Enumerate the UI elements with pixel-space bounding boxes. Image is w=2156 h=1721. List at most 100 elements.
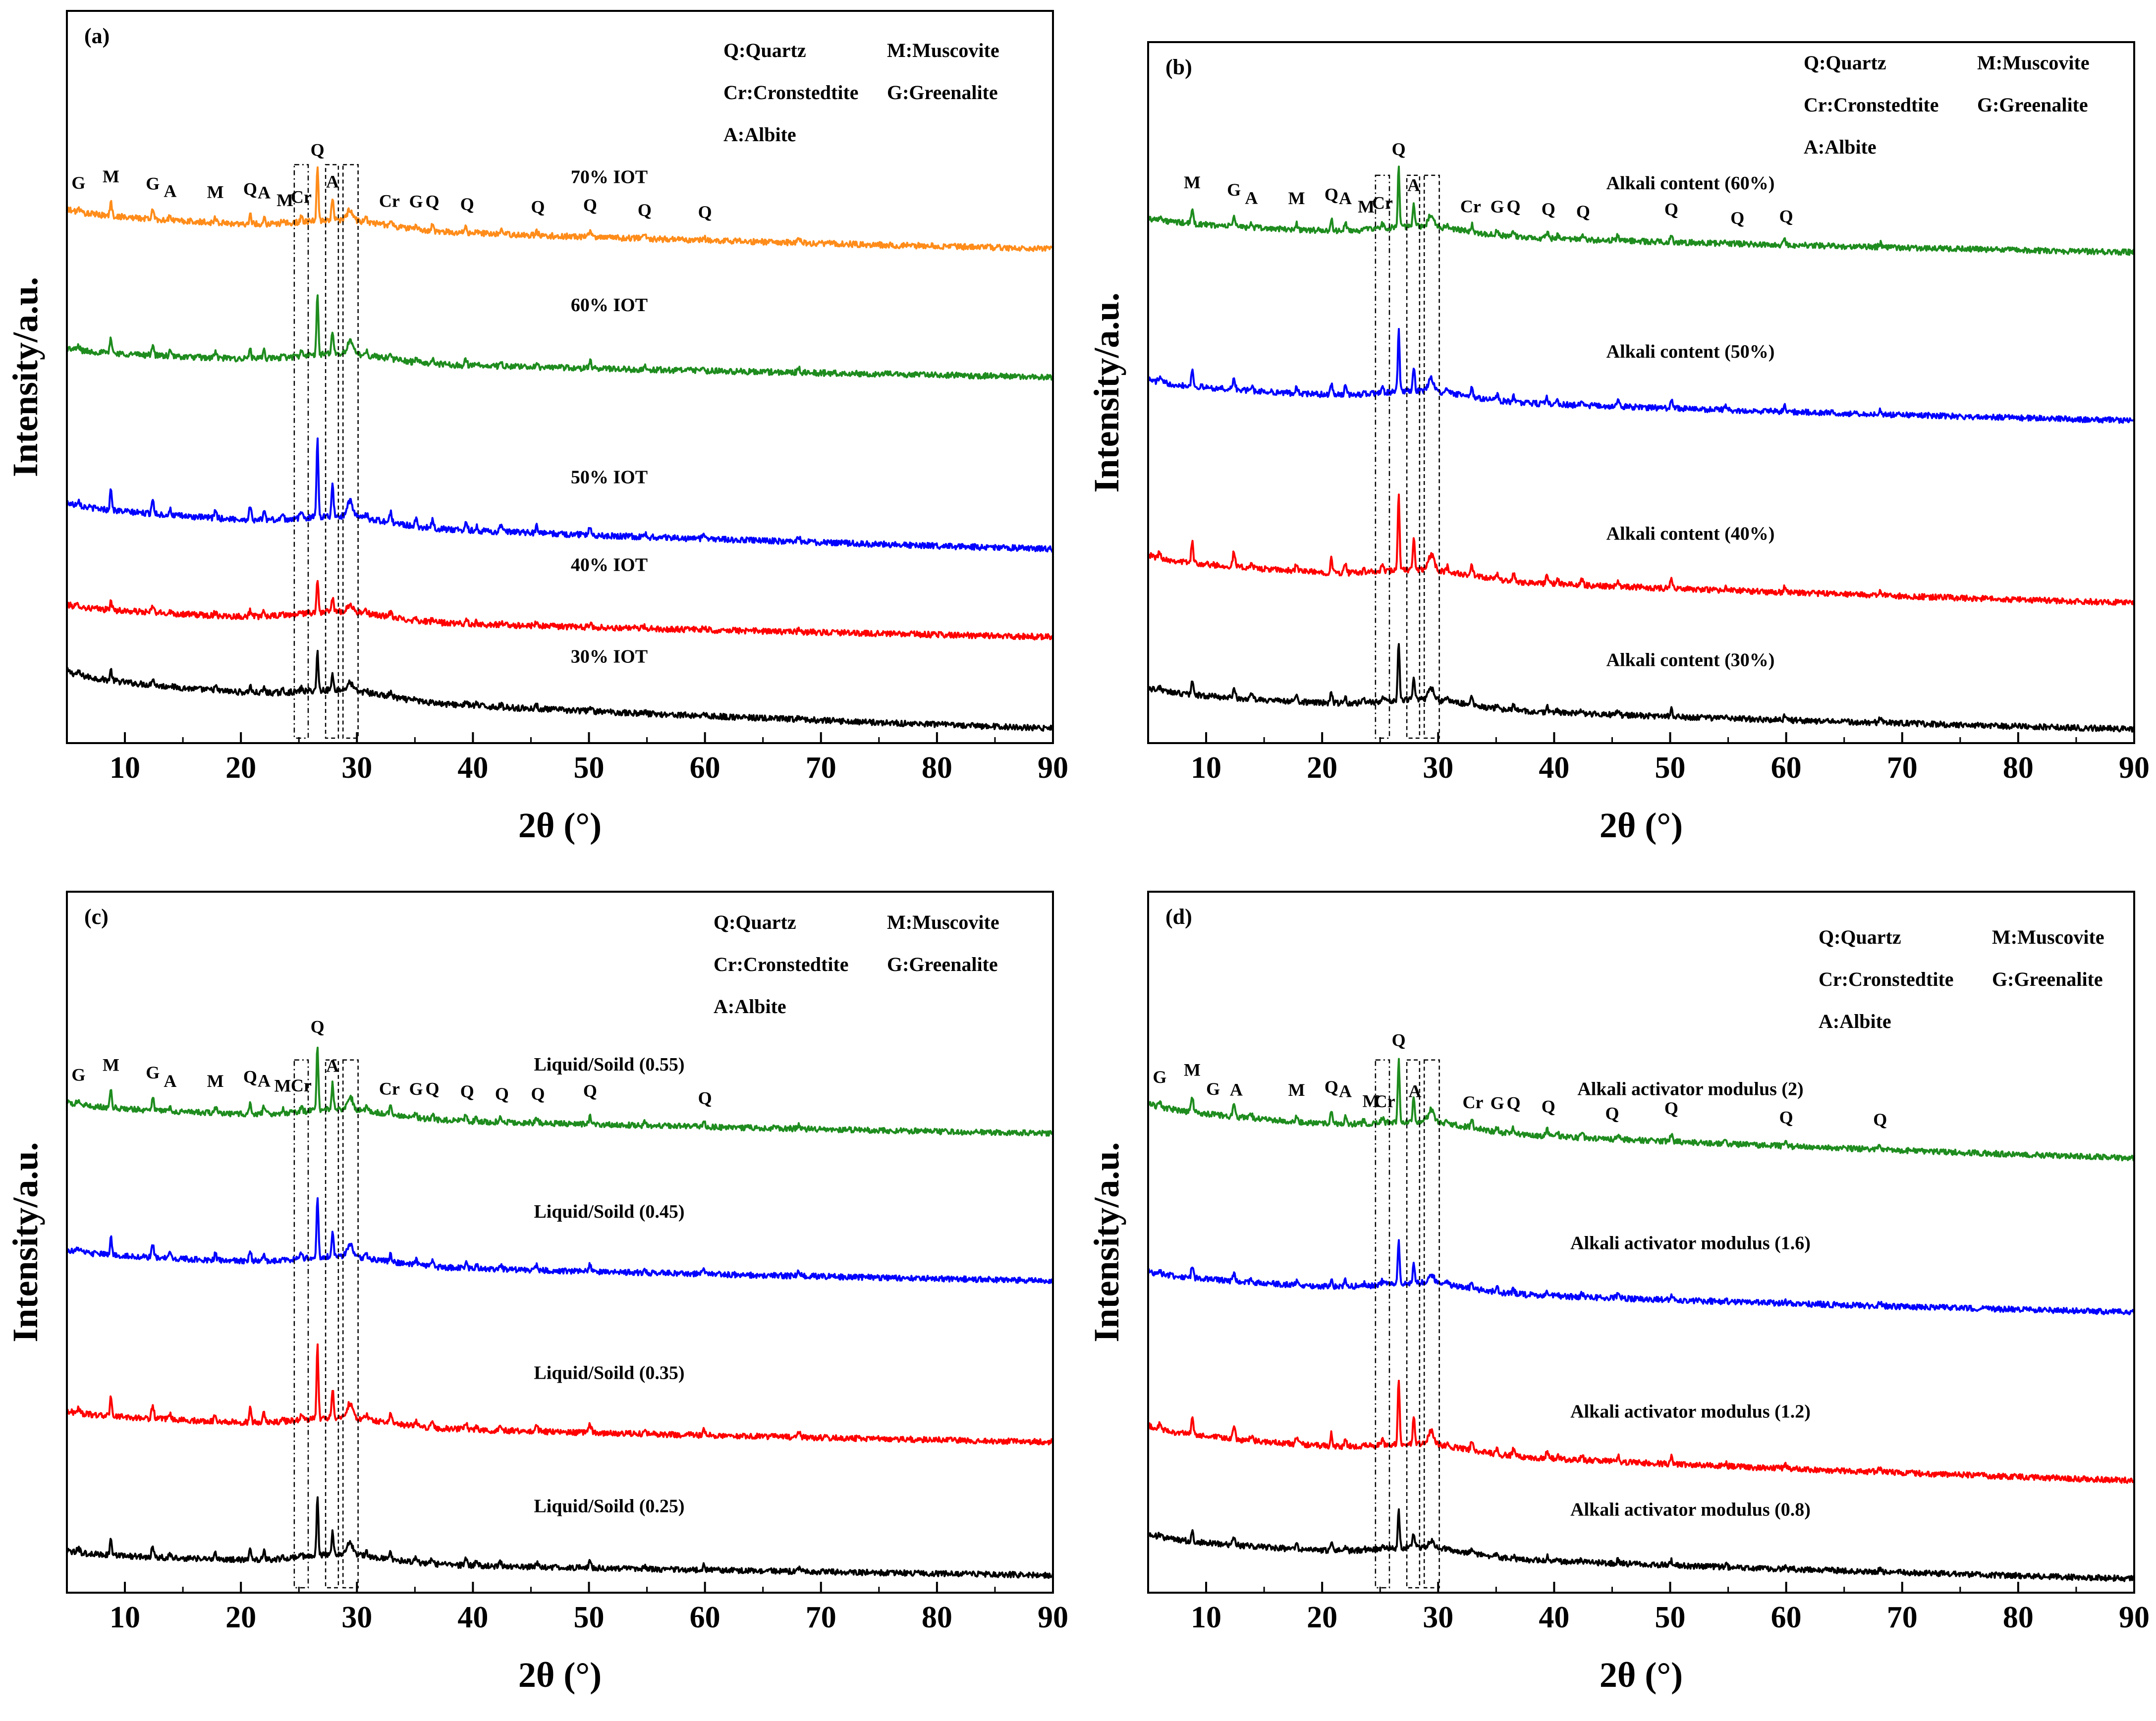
phase-legend-entry: A:Albite	[714, 995, 786, 1018]
y-axis-title: Intensity/a.u.	[1087, 292, 1126, 492]
peak-label: G	[71, 173, 85, 193]
trace-blue	[1147, 1239, 2135, 1316]
phase-legend-entry: A:Albite	[1819, 1010, 1891, 1032]
trace-red	[1147, 493, 2135, 606]
peak-label: Cr	[291, 187, 312, 207]
peak-highlight-box	[325, 1059, 339, 1589]
phase-legend-entry: Q:Quartz	[1819, 926, 1901, 948]
peak-label: Q	[1392, 1030, 1406, 1050]
peak-label: M	[103, 1055, 119, 1075]
peak-label: Cr	[1375, 1091, 1395, 1111]
x-tick-label: 80	[922, 1601, 952, 1634]
series-label: Liquid/Soild (0.45)	[534, 1201, 684, 1222]
peak-label: Q	[638, 200, 652, 220]
panel-c: Liquid/Soild (0.25) Liquid/Soild (0.35) Li…	[5, 891, 1068, 1695]
peak-label: Cr	[291, 1076, 312, 1095]
phase-legend-entry: M:Muscovite	[1992, 926, 2104, 948]
peak-label: G	[1227, 180, 1241, 200]
phase-legend-entry: Cr:Cronstedtite	[1819, 968, 1954, 990]
x-tick-label: 50	[1655, 751, 1686, 785]
x-tick-label: 30	[1423, 1601, 1453, 1634]
x-tick-label: 60	[1771, 1601, 1802, 1634]
x-tick-label: 70	[806, 751, 836, 785]
peak-label: Q	[243, 179, 257, 199]
peak-label: Q	[425, 191, 439, 211]
peak-label: Cr	[379, 191, 400, 211]
phase-legend-entry: A:Albite	[1804, 136, 1877, 158]
x-tick-label: 70	[1887, 1601, 1918, 1634]
x-axis-title: 2θ (°)	[1600, 1655, 1683, 1695]
trace-green	[66, 1046, 1053, 1137]
x-tick-label: 70	[1887, 751, 1918, 785]
trace-blue	[66, 437, 1054, 553]
x-tick-label: 70	[806, 1601, 836, 1634]
y-axis-title: Intensity/a.u.	[1087, 1142, 1126, 1342]
phase-legend-entry: G:Greenalite	[1992, 968, 2103, 990]
peak-highlight-box	[1375, 1059, 1390, 1589]
peak-label: Q	[698, 1088, 712, 1108]
trace-green	[66, 294, 1054, 381]
x-tick-label: 60	[690, 751, 720, 785]
peak-label: M	[103, 166, 119, 186]
series-label: Alkali activator modulus (0.8)	[1570, 1499, 1811, 1520]
x-tick-label: 40	[457, 1601, 488, 1634]
peak-label: A	[1230, 1079, 1243, 1099]
peak-label: Q	[1779, 1108, 1793, 1128]
peak-label: Cr	[379, 1079, 400, 1099]
series-label: Alkali content (50%)	[1606, 341, 1775, 362]
x-tick-label: 50	[574, 1601, 605, 1634]
peak-label: Q	[698, 202, 712, 222]
series-label: 60% IOT	[571, 295, 648, 316]
trace-red	[1147, 1380, 2135, 1484]
trace-black	[66, 649, 1054, 732]
peak-label: Q	[425, 1078, 439, 1098]
x-tick-label: 90	[2119, 751, 2150, 785]
series-label: 40% IOT	[571, 555, 648, 576]
peak-label: M	[1288, 1080, 1305, 1100]
peak-label: G	[409, 1079, 423, 1099]
phase-legend-entry: G:Greenalite	[887, 81, 998, 104]
x-tick-label: 90	[1038, 751, 1068, 785]
peak-label: A	[1408, 1081, 1421, 1101]
peak-label: Q	[460, 194, 474, 214]
peak-label: Q	[531, 1084, 545, 1104]
peak-label: A	[1245, 188, 1258, 208]
panel-label: (a)	[84, 24, 110, 48]
peak-label: Q	[1576, 202, 1590, 221]
plot-frame	[1147, 41, 2135, 744]
x-tick-label: 30	[341, 751, 372, 785]
phase-legend-entry: G:Greenalite	[1977, 94, 2088, 116]
trace-black	[1147, 1508, 2135, 1582]
peak-label: Cr	[1460, 196, 1481, 216]
x-tick-label: 80	[2003, 751, 2034, 785]
peak-label: A	[326, 1056, 339, 1076]
x-tick-label: 10	[1191, 1601, 1221, 1634]
peak-label: Q	[1506, 197, 1520, 216]
peak-label: Q	[531, 197, 545, 217]
phase-legend-entry: M:Muscovite	[887, 911, 999, 933]
peak-label: A	[258, 183, 271, 203]
peak-highlight-box	[293, 1059, 309, 1589]
peak-label: A	[1407, 175, 1420, 195]
x-tick-label: 30	[1423, 751, 1453, 785]
peak-label: Q	[1730, 208, 1744, 228]
phase-legend-entry: Q:Quartz	[714, 911, 796, 933]
peak-label: G	[71, 1065, 85, 1084]
series-label: 70% IOT	[571, 166, 648, 187]
peak-label: G	[1491, 1093, 1504, 1113]
peak-label: M	[1184, 1060, 1201, 1079]
peak-label: A	[164, 181, 176, 201]
peak-label: Cr	[1463, 1092, 1484, 1112]
peak-highlight-box	[1406, 174, 1421, 739]
panel-b: Alkali content (30%) Alkali content (40%)…	[1087, 41, 2150, 845]
peak-label: Q	[1873, 1110, 1887, 1129]
peak-label: A	[326, 172, 339, 192]
x-tick-label: 20	[225, 751, 256, 785]
peak-label: M	[1358, 197, 1375, 216]
x-tick-label: 50	[574, 751, 605, 785]
x-tick-label: 10	[110, 751, 140, 785]
series-label: Alkali content (60%)	[1606, 173, 1775, 194]
series-label: Alkali content (40%)	[1606, 524, 1775, 544]
trace-red	[66, 1343, 1054, 1446]
x-tick-label: 40	[457, 751, 488, 785]
